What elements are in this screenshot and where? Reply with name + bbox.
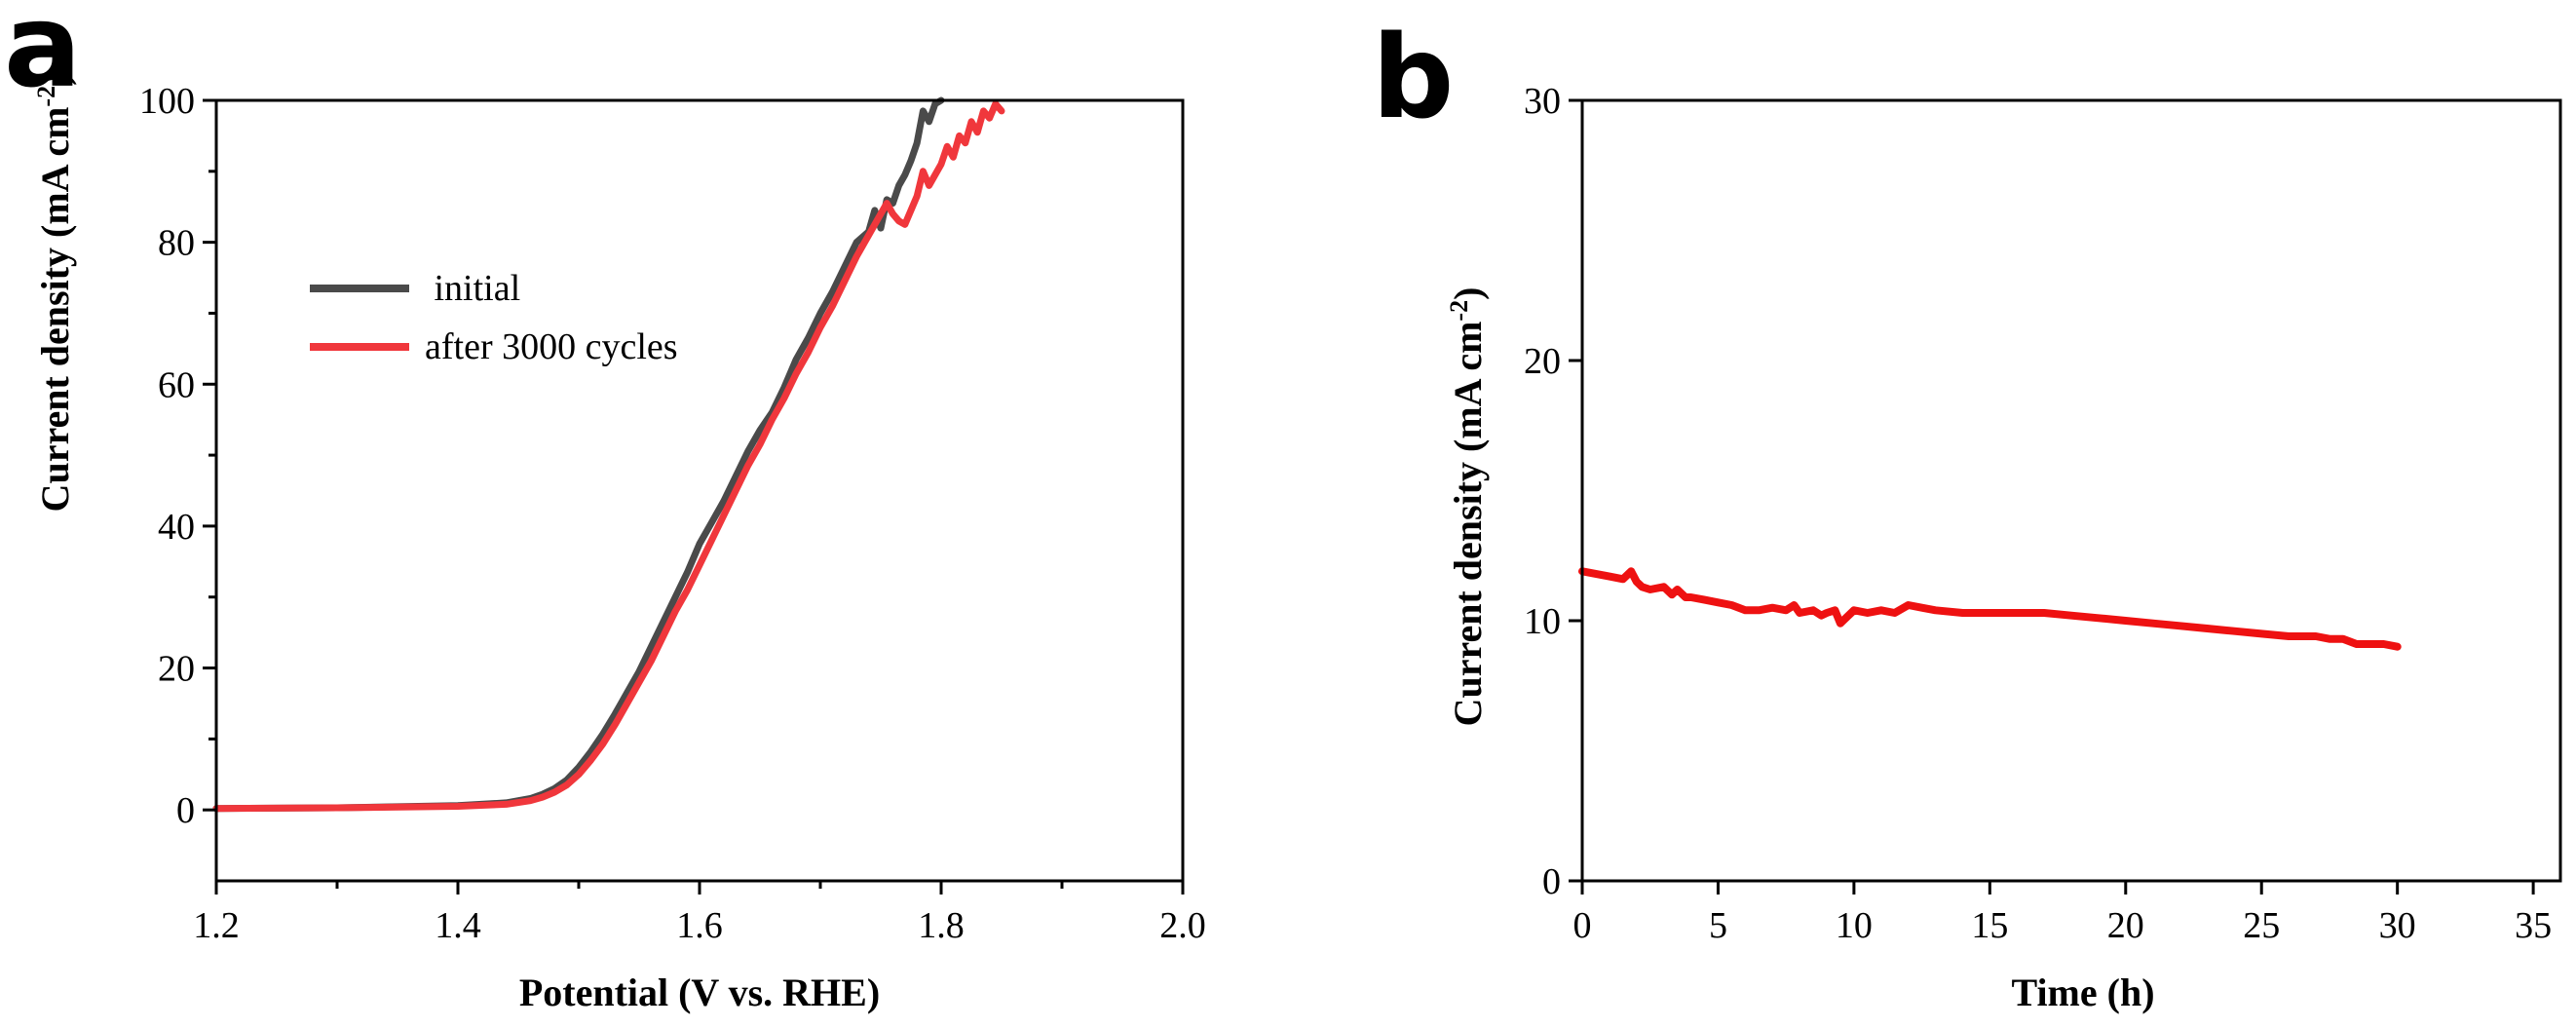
panel-b-y-axis-title-main: Current density (mA cm [1446, 322, 1490, 727]
panel-b-x-axis: 0 5 10 15 20 25 30 35 [1573, 881, 2552, 946]
panel-b-x-tick-label: 20 [2107, 905, 2144, 946]
panel-b-axes-frame [1580, 98, 2562, 883]
panel-a-x-tick-label: 1.8 [918, 905, 965, 946]
panel-a-x-tick-label: 2.0 [1159, 905, 1206, 946]
panel-b-x-tick-label: 30 [2379, 905, 2416, 946]
panel-a-y-tick-label: 0 [176, 790, 195, 831]
panel-b-letter: b [1372, 10, 1454, 144]
panel-b-y-tick-label: 20 [1524, 341, 1561, 382]
panel-b-y-tick-label: 0 [1542, 861, 1561, 902]
panel-a-series-after-3000-cycles [212, 100, 1005, 813]
panel-a-x-tick-label: 1.2 [193, 905, 240, 946]
panel-b-series-stability [1578, 567, 2402, 651]
panel-a-x-axis: 1.2 1.4 1.6 1.8 2.0 [193, 881, 1206, 946]
panel-b-x-axis-title: Time (h) [2011, 971, 2154, 1014]
panel-a-letter: a [4, 0, 82, 113]
panel-a-y-tick-label: 60 [158, 364, 195, 405]
panel-b-x-tick-label: 5 [1709, 905, 1727, 946]
panel-a-x-axis-title: Potential (V vs. RHE) [519, 971, 880, 1014]
panel-a-y-axis-title-end: ) [33, 73, 77, 86]
panel-b-x-tick-label: 0 [1573, 905, 1592, 946]
panel-a-y-axis-title-main: Current density (mA cm [33, 107, 77, 513]
panel-a-y-axis-title-sup: -2 [32, 86, 60, 107]
panel-a-legend: initial after 3000 cycles [310, 268, 678, 367]
panel-a: a 1.2 1.4 1.6 1.8 2.0 0 20 40 60 80 100 Potential… [4, 0, 1206, 1014]
legend-label-after: after 3000 cycles [425, 326, 678, 367]
panel-a-y-tick-label: 40 [158, 507, 195, 548]
panel-a-y-tick-label: 100 [139, 81, 195, 122]
panel-a-y-axis: 0 20 40 60 80 100 [139, 81, 216, 831]
panel-a-plot-area [212, 96, 1185, 883]
panel-b-y-axis: 0 10 20 30 [1524, 81, 1582, 902]
panel-a-x-tick-label: 1.6 [676, 905, 723, 946]
panel-b-x-tick-label: 10 [1836, 905, 1873, 946]
panel-a-y-axis-title: Current density (mA cm-2) [32, 73, 78, 513]
panel-b-plot-area [1578, 98, 2562, 883]
panel-a-x-tick-label: 1.4 [435, 905, 481, 946]
panel-b-y-axis-title-end: ) [1446, 287, 1490, 300]
panel-b-y-tick-label: 10 [1524, 601, 1561, 642]
panel-b-x-tick-label: 35 [2515, 905, 2552, 946]
panel-a-y-tick-label: 80 [158, 223, 195, 264]
panel-a-series-initial [212, 96, 945, 813]
panel-b-x-tick-label: 25 [2243, 905, 2280, 946]
panel-b-y-tick-label: 30 [1524, 81, 1561, 122]
panel-b-y-axis-title: Current density (mA cm-2) [1445, 287, 1491, 727]
panel-b-y-axis-title-sup: -2 [1445, 300, 1473, 322]
panel-a-axes-frame [214, 98, 1185, 883]
legend-label-initial: initial [425, 268, 520, 309]
panel-b-x-tick-label: 15 [1971, 905, 2008, 946]
panel-b: b 0 5 10 15 20 25 30 35 0 10 20 30 Time (h) Curren… [1372, 10, 2562, 1014]
panel-a-y-tick-label: 20 [158, 649, 195, 690]
